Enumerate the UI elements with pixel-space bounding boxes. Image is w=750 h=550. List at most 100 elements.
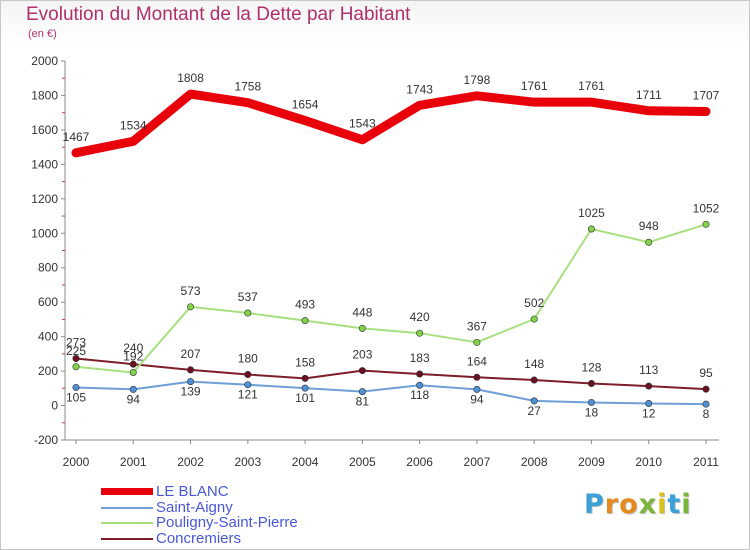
data-point (473, 338, 481, 346)
x-tick-label: 2002 (177, 455, 204, 469)
data-point (301, 317, 309, 325)
data-point (301, 384, 309, 392)
data-label: 180 (238, 352, 258, 366)
data-label: 1654 (292, 98, 319, 112)
x-tick-label: 2007 (464, 455, 491, 469)
data-point (72, 383, 80, 391)
proxiti-logo: Proxiti (584, 489, 692, 520)
x-tick-label: 2005 (349, 455, 376, 469)
logo-letter: t (667, 489, 682, 520)
x-tick-label: 2000 (63, 455, 90, 469)
data-label: 367 (467, 319, 487, 333)
data-label: 1534 (120, 118, 147, 132)
data-point (187, 303, 195, 311)
y-tick-label: 400 (38, 330, 58, 344)
data-label: 118 (410, 388, 429, 402)
y-tick-label: 0 (51, 399, 58, 413)
y-tick-label: 1800 (31, 88, 58, 102)
data-point (72, 355, 80, 363)
data-label: 1543 (349, 117, 376, 131)
line-chart: -200 0 200 400 600 800 1000 1200 1400 1600 1800 200… (31, 54, 720, 469)
series-line-3 (75, 357, 707, 391)
logo-letter: P (584, 489, 605, 520)
logo-letter: o (619, 489, 639, 520)
data-point (129, 360, 137, 368)
data-point (129, 385, 137, 393)
legend-swatch (101, 522, 153, 524)
data-label: 101 (295, 391, 315, 405)
data-point (702, 220, 710, 228)
chart-unit: (en €) (28, 28, 57, 40)
data-label: 94 (127, 392, 141, 406)
data-point (129, 368, 137, 376)
data-point (530, 376, 538, 384)
data-label: 502 (524, 296, 544, 310)
x-tick-label: 2010 (635, 455, 662, 469)
data-label: 158 (295, 355, 315, 369)
data-point (187, 378, 195, 386)
data-label: 573 (181, 284, 201, 298)
data-point (702, 385, 710, 393)
data-label: 12 (642, 406, 656, 420)
y-tick-label: -200 (34, 433, 58, 447)
data-point (587, 225, 595, 233)
data-label: 1743 (406, 82, 433, 96)
series-line-0 (71, 89, 711, 158)
data-point (587, 379, 595, 387)
data-label: 121 (238, 388, 258, 402)
data-label: 203 (352, 348, 372, 362)
data-label: 139 (181, 385, 201, 399)
data-point (187, 366, 195, 374)
data-point (416, 381, 424, 389)
data-label: 1467 (63, 130, 90, 144)
data-point (416, 370, 424, 378)
data-point (416, 329, 424, 337)
data-point (358, 324, 366, 332)
logo-letter: x (638, 489, 658, 520)
data-label: 1761 (521, 79, 548, 93)
data-point (645, 238, 653, 246)
y-tick-label: 1600 (31, 123, 58, 137)
data-label: 27 (528, 404, 542, 418)
legend-label: LE BLANC (156, 483, 229, 500)
x-tick-label: 2003 (234, 455, 261, 469)
data-label: 1711 (636, 88, 662, 102)
logo-letter: r (604, 489, 620, 520)
legend-swatch (101, 537, 153, 540)
data-point (72, 363, 80, 371)
y-tick-label: 1000 (31, 226, 58, 240)
data-point (587, 398, 595, 406)
x-tick-label: 2008 (521, 455, 548, 469)
chart-title: Evolution du Montant de la Dette par Hab… (26, 4, 411, 25)
data-label: 95 (699, 366, 713, 380)
data-point (530, 315, 538, 323)
y-tick-label: 600 (38, 295, 58, 309)
x-tick-label: 2001 (120, 455, 147, 469)
y-tick-label: 2000 (31, 54, 58, 68)
data-label: 164 (467, 354, 487, 368)
y-tick-label: 1400 (31, 157, 58, 171)
data-label: 493 (295, 298, 315, 312)
data-label: 105 (66, 390, 86, 404)
data-point (645, 399, 653, 407)
data-label: 948 (639, 219, 659, 233)
legend-swatch (101, 488, 153, 495)
x-tick-label: 2011 (693, 455, 719, 469)
data-label: 1758 (234, 80, 261, 94)
logo-letter: i (681, 489, 692, 520)
data-point (301, 374, 309, 382)
data-label: 1052 (693, 201, 720, 215)
legend-label: Saint-Aigny (156, 498, 233, 516)
data-label: 537 (238, 290, 258, 304)
data-label: 128 (581, 360, 601, 374)
legend-label: Pouligny-Saint-Pierre (156, 514, 298, 531)
data-point (244, 381, 252, 389)
data-label: 1761 (578, 79, 605, 93)
data-point (244, 371, 252, 379)
x-tick-label: 2006 (406, 455, 433, 469)
data-label: 448 (352, 305, 372, 319)
data-label: 94 (470, 392, 484, 406)
data-label: 273 (66, 336, 86, 350)
logo-letter: i (657, 489, 668, 520)
data-label: 240 (123, 341, 143, 355)
